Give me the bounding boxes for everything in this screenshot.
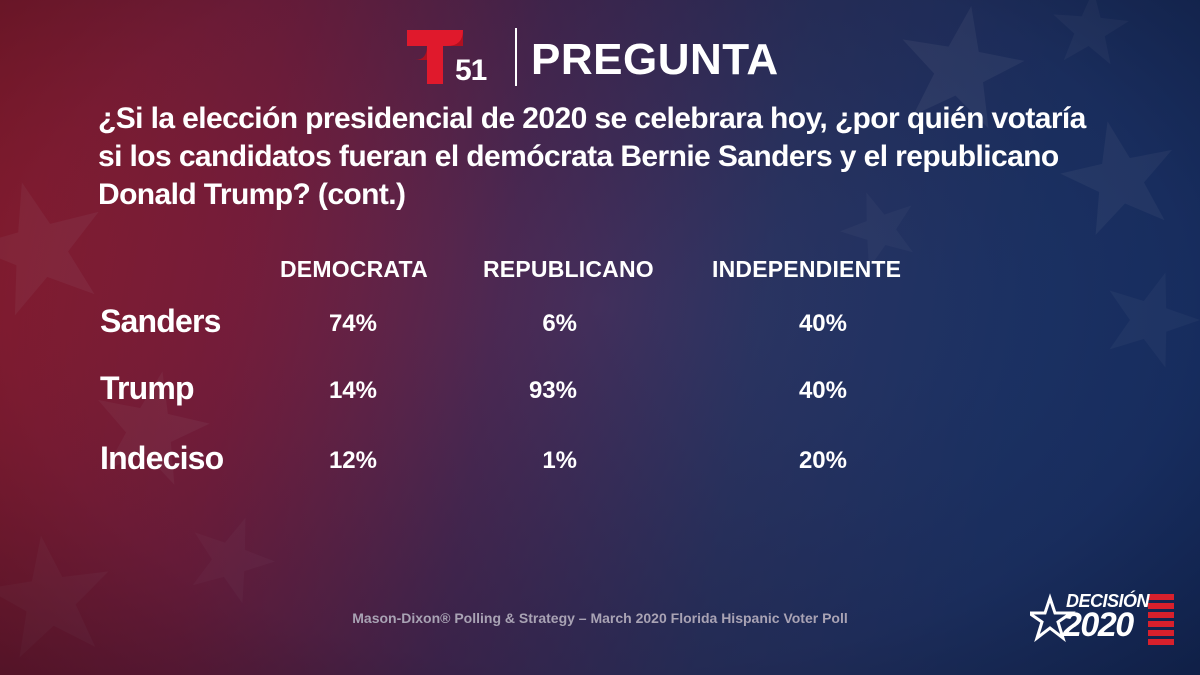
- header-divider: [515, 28, 517, 86]
- cell-indeciso-democrata: 12%: [328, 447, 377, 474]
- page-title: PREGUNTA: [531, 35, 779, 84]
- question-text: ¿Si la elección presidencial de 2020 se …: [98, 102, 1086, 211]
- row-label-sanders: Sanders: [100, 303, 221, 339]
- cell-trump-independiente: 40%: [798, 377, 847, 404]
- telemundo-logo: 51: [405, 26, 497, 88]
- row-label-trump: Trump: [100, 370, 195, 406]
- column-header-republicano: REPUBLICANO: [483, 256, 654, 282]
- flag-star-icon: [1024, 593, 1174, 645]
- decision-2020-badge: DECISIÓN 2020: [1024, 588, 1180, 650]
- row-label-indeciso: Indeciso: [100, 440, 224, 476]
- column-header-independiente: INDEPENDIENTE: [712, 256, 902, 282]
- decision-word: DECISIÓN: [1066, 591, 1150, 611]
- cell-sanders-democrata: 74%: [328, 310, 377, 337]
- cell-trump-democrata: 14%: [328, 377, 377, 404]
- cell-indeciso-republicano: 1%: [542, 447, 577, 474]
- cell-sanders-republicano: 6%: [542, 310, 577, 337]
- cell-trump-republicano: 93%: [528, 377, 577, 404]
- source-note: Mason-Dixon® Polling & Strategy – March …: [352, 610, 848, 626]
- cell-sanders-independiente: 40%: [798, 310, 847, 337]
- cell-indeciso-independiente: 20%: [798, 447, 847, 474]
- logo-number: 51: [455, 54, 487, 87]
- telemundo-t-icon: [407, 30, 463, 84]
- decision-year: 2020: [1063, 606, 1134, 644]
- column-header-democrata: DEMOCRATA: [280, 256, 428, 282]
